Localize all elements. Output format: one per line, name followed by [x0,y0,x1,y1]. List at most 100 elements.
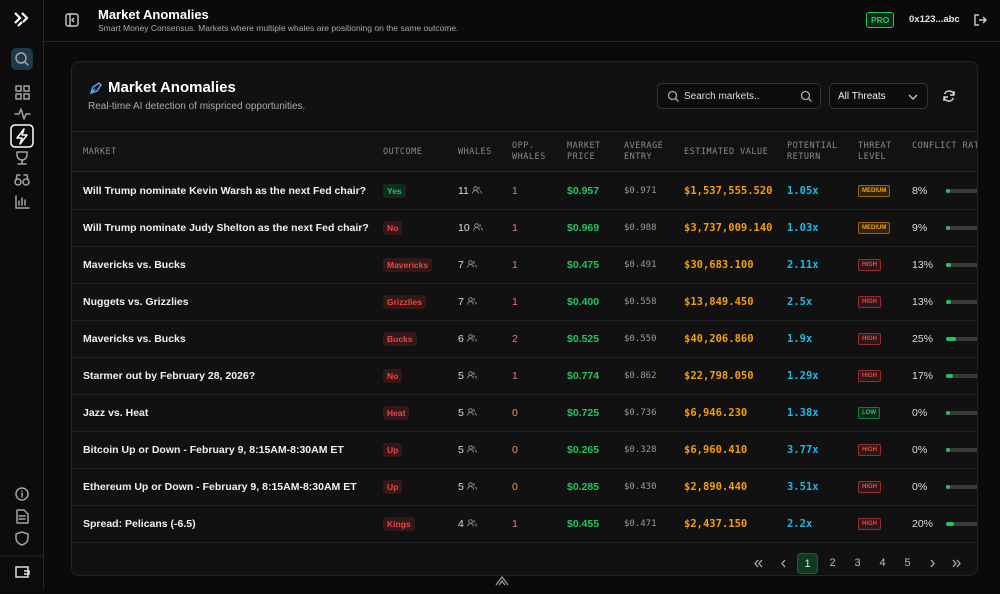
whale-count: 5 [458,481,477,493]
whale-icon [467,260,477,268]
refresh-button[interactable] [942,89,956,103]
potential-return: 3.77x [787,444,819,456]
page-button[interactable]: 4 [872,553,893,574]
column-header: MARKET PRICE [567,141,615,163]
conflict-ratio: 13% [912,259,933,271]
outcome-badge: Grizzlies [383,295,426,309]
conflict-bar [946,226,950,230]
opp-whale-count: 1 [512,259,518,271]
row-divider [72,431,978,432]
market-name: Nuggets vs. Grizzlies [83,296,189,308]
whale-icon [467,297,477,305]
page-title: Market Anomalies [98,7,209,22]
average-entry: $0.736 [624,408,657,418]
next-page[interactable] [922,553,943,574]
anomalies-nav[interactable] [11,125,33,147]
conflict-ratio: 20% [912,518,933,530]
market-price: $0.957 [567,185,599,197]
search-nav[interactable] [11,48,33,70]
sidebar-toggle[interactable] [65,13,79,27]
outcome-badge: Heat [383,406,409,420]
estimated-value: $13,849.450 [684,296,754,308]
conflict-bar [946,337,956,341]
anomalies-table: MARKETOUTCOMEWHALESOPP. WHALESMARKET PRI… [72,131,978,543]
threat-filter[interactable]: All Threats [829,83,928,109]
market-price: $0.725 [567,407,599,419]
filter-label: All Threats [838,91,886,102]
outcome-badge: No [383,369,402,383]
first-page[interactable] [748,553,769,574]
estimated-value: $30,683.100 [684,259,754,271]
estimated-value: $2,890.440 [684,481,747,493]
average-entry: $0.328 [624,445,657,455]
search-box[interactable]: Search markets.. [657,83,821,109]
potential-return: 2.11x [787,259,819,271]
average-entry: $0.971 [624,186,657,196]
threat-badge: MEDIUM [858,222,890,234]
logout-button[interactable] [973,13,987,27]
market-price: $0.525 [567,333,599,345]
binoculars-nav[interactable] [15,175,29,185]
column-header: MARKET [83,147,333,158]
conflict-bar [946,485,950,489]
column-header: THREAT LEVEL [858,141,898,163]
column-header: WHALES [458,147,498,158]
wallet-nav[interactable] [16,567,29,577]
page-button[interactable]: 1 [797,553,818,574]
market-price: $0.400 [567,296,599,308]
whale-count: 10 [458,222,483,234]
market-price: $0.285 [567,481,599,493]
outcome-badge: Up [383,480,402,494]
last-page[interactable] [946,553,967,574]
conflict-track [946,337,978,341]
opp-whale-count: 1 [512,370,518,382]
logo [15,13,27,26]
opp-whale-count: 2 [512,333,518,345]
wallet-address[interactable]: 0x123...abc [909,14,960,25]
whale-count: 6 [458,333,477,345]
potential-return: 2.2x [787,518,812,530]
conflict-track [946,300,978,304]
anomalies-panel: Market Anomalies Real-time AI detection … [71,61,978,576]
collapse-handle[interactable] [493,573,511,589]
page-button[interactable]: 5 [897,553,918,574]
average-entry: $0.862 [624,371,657,381]
row-divider [72,246,978,247]
conflict-bar [946,411,950,415]
conflict-ratio: 17% [912,370,933,382]
prev-page[interactable] [773,553,794,574]
potential-return: 1.38x [787,407,819,419]
potential-return: 1.05x [787,185,819,197]
search-placeholder: Search markets.. [684,91,760,102]
row-divider [72,320,978,321]
security-nav[interactable] [16,532,28,545]
conflict-track [946,522,978,526]
row-divider [72,209,978,210]
estimated-value: $6,946.230 [684,407,747,419]
page-button[interactable]: 3 [847,553,868,574]
conflict-track [946,189,978,193]
column-header: AVERAGE ENTRY [624,141,674,163]
conflict-bar [946,374,953,378]
market-name: Will Trump nominate Judy Shelton as the … [83,222,369,234]
whale-count: 7 [458,259,477,271]
whale-icon [467,482,477,490]
chart-nav[interactable] [16,196,29,208]
activity-nav[interactable] [15,109,30,119]
market-name: Will Trump nominate Kevin Warsh as the n… [83,185,366,197]
page-button[interactable]: 2 [822,553,843,574]
estimated-value: $3,737,009.140 [684,222,773,234]
whale-icon [473,223,483,231]
market-price: $0.475 [567,259,599,271]
column-header: OUTCOME [383,147,443,158]
docs-nav[interactable] [17,510,28,523]
conflict-bar [946,300,951,304]
opp-whale-count: 1 [512,518,518,530]
threat-badge: HIGH [858,481,881,493]
market-name: Bitcoin Up or Down - February 9, 8:15AM-… [83,444,344,456]
whale-icon [467,519,477,527]
market-name: Starmer out by February 28, 2026? [83,370,255,382]
dashboard-nav[interactable] [16,86,29,99]
outcome-badge: Mavericks [383,258,432,272]
trophy-nav[interactable] [17,152,27,164]
